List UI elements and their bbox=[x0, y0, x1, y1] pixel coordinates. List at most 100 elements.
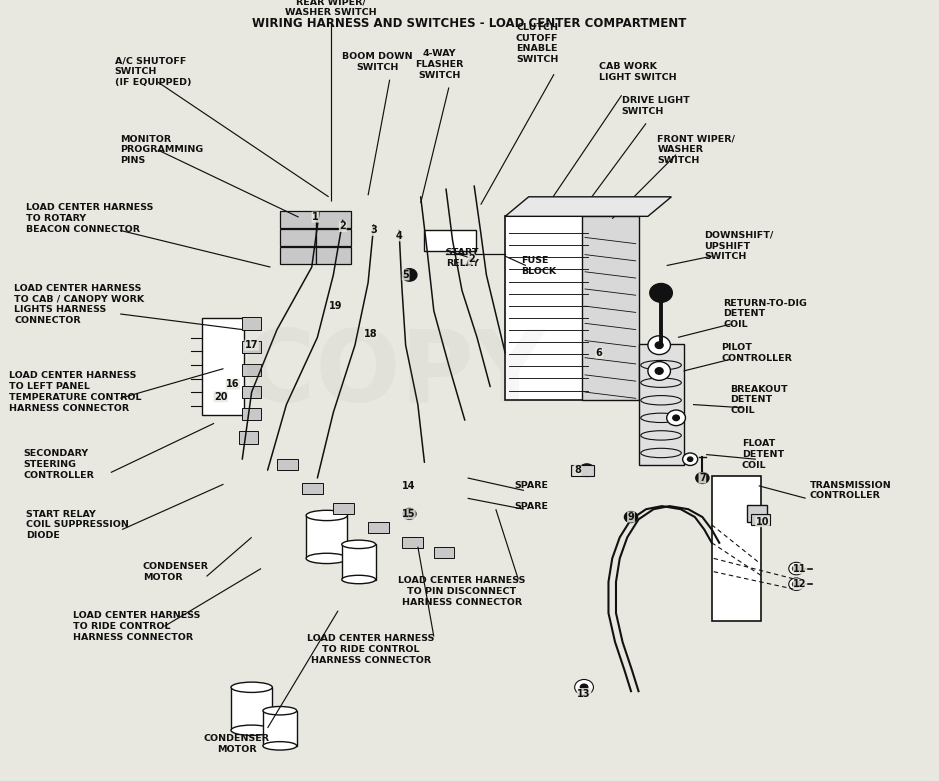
Bar bbox=[342, 544, 376, 580]
Bar bbox=[424, 230, 476, 251]
Ellipse shape bbox=[231, 725, 272, 736]
Text: CAB WORK
LIGHT SWITCH: CAB WORK LIGHT SWITCH bbox=[599, 62, 677, 82]
Bar bbox=[582, 216, 639, 400]
Ellipse shape bbox=[231, 682, 272, 693]
Circle shape bbox=[667, 410, 685, 426]
Circle shape bbox=[575, 679, 593, 695]
Bar bbox=[316, 229, 351, 246]
Text: 10: 10 bbox=[756, 517, 769, 526]
Text: BOOM DOWN
SWITCH: BOOM DOWN SWITCH bbox=[342, 52, 413, 72]
Ellipse shape bbox=[306, 510, 347, 521]
Circle shape bbox=[696, 473, 709, 483]
Text: REAR WIPER/
WASHER SWITCH: REAR WIPER/ WASHER SWITCH bbox=[285, 0, 377, 17]
Text: LOAD CENTER HARNESS
TO PIN DISCONNECT
HARNESS CONNECTOR: LOAD CENTER HARNESS TO PIN DISCONNECT HA… bbox=[398, 576, 526, 607]
Circle shape bbox=[650, 284, 672, 302]
Text: LOAD CENTER HARNESS
TO RIDE CONTROL
HARNESS CONNECTOR: LOAD CENTER HARNESS TO RIDE CONTROL HARN… bbox=[307, 634, 435, 665]
Text: DOWNSHIFT/
UPSHIFT
SWITCH: DOWNSHIFT/ UPSHIFT SWITCH bbox=[704, 230, 774, 262]
Text: 17: 17 bbox=[245, 341, 258, 350]
Ellipse shape bbox=[342, 540, 376, 548]
Circle shape bbox=[655, 368, 663, 374]
Ellipse shape bbox=[342, 576, 376, 583]
Bar bbox=[434, 547, 454, 558]
Bar bbox=[402, 537, 423, 548]
Text: LOAD CENTER HARNESS
TO LEFT PANEL
TEMPERATURE CONTROL
HARNESS CONNECTOR: LOAD CENTER HARNESS TO LEFT PANEL TEMPER… bbox=[9, 372, 142, 412]
Text: 18: 18 bbox=[364, 330, 377, 339]
Text: START RELAY
COIL SUPPRESSION
DIODE: START RELAY COIL SUPPRESSION DIODE bbox=[26, 509, 130, 540]
Text: SECONDARY
STEERING
CONTROLLER: SECONDARY STEERING CONTROLLER bbox=[23, 449, 94, 480]
Text: FRONT WIPER/
WASHER
SWITCH: FRONT WIPER/ WASHER SWITCH bbox=[657, 134, 735, 166]
Text: 8: 8 bbox=[574, 465, 581, 475]
Bar bbox=[242, 341, 261, 353]
Circle shape bbox=[648, 362, 670, 380]
Bar bbox=[280, 247, 316, 264]
Bar bbox=[639, 344, 684, 465]
Text: LOAD CENTER HARNESS
TO RIDE CONTROL
HARNESS CONNECTOR: LOAD CENTER HARNESS TO RIDE CONTROL HARN… bbox=[73, 611, 201, 642]
Text: 7: 7 bbox=[699, 473, 706, 483]
Bar bbox=[333, 503, 354, 514]
Bar bbox=[280, 211, 316, 228]
Circle shape bbox=[648, 336, 670, 355]
Text: SPARE: SPARE bbox=[515, 501, 548, 511]
Bar bbox=[242, 317, 261, 330]
Ellipse shape bbox=[263, 707, 297, 715]
Bar bbox=[747, 505, 767, 522]
Text: 15: 15 bbox=[402, 509, 415, 519]
Bar bbox=[571, 465, 594, 476]
Bar bbox=[242, 408, 261, 420]
Circle shape bbox=[402, 269, 417, 281]
Text: 9: 9 bbox=[627, 512, 635, 522]
Text: 6: 6 bbox=[595, 348, 603, 358]
Text: TRANSMISSION
CONTROLLER: TRANSMISSION CONTROLLER bbox=[809, 480, 891, 501]
Ellipse shape bbox=[306, 553, 347, 564]
Circle shape bbox=[789, 578, 804, 590]
Text: DRIVE LIGHT
SWITCH: DRIVE LIGHT SWITCH bbox=[622, 96, 689, 116]
Circle shape bbox=[624, 512, 638, 522]
Text: 19: 19 bbox=[330, 301, 343, 311]
Circle shape bbox=[793, 565, 800, 572]
Bar bbox=[263, 711, 297, 746]
Text: A/C SHUTOFF
SWITCH
(IF EQUIPPED): A/C SHUTOFF SWITCH (IF EQUIPPED) bbox=[115, 56, 191, 87]
Text: 11: 11 bbox=[793, 564, 807, 573]
Text: CLUTCH
CUTOFF
ENABLE
SWITCH: CLUTCH CUTOFF ENABLE SWITCH bbox=[516, 23, 559, 64]
Bar bbox=[231, 687, 272, 730]
Circle shape bbox=[683, 453, 698, 465]
Text: 13: 13 bbox=[577, 689, 591, 698]
Text: CONDENSER
MOTOR: CONDENSER MOTOR bbox=[143, 562, 208, 582]
Circle shape bbox=[789, 562, 804, 575]
Circle shape bbox=[687, 457, 693, 462]
Text: 14: 14 bbox=[402, 481, 415, 490]
Text: RETURN-TO-DIG
DETENT
COIL: RETURN-TO-DIG DETENT COIL bbox=[723, 298, 807, 330]
Bar bbox=[712, 476, 761, 621]
Bar bbox=[316, 211, 351, 228]
Text: SPARE: SPARE bbox=[515, 481, 548, 490]
Bar bbox=[302, 483, 323, 494]
Bar bbox=[239, 431, 258, 444]
Text: MONITOR
PROGRAMMING
PINS: MONITOR PROGRAMMING PINS bbox=[120, 134, 204, 166]
Text: CONDENSER
MOTOR: CONDENSER MOTOR bbox=[204, 734, 269, 754]
Bar bbox=[280, 229, 316, 246]
Circle shape bbox=[655, 342, 663, 348]
Bar bbox=[751, 514, 770, 525]
Bar bbox=[368, 522, 389, 533]
Text: BREAKOUT
DETENT
COIL: BREAKOUT DETENT COIL bbox=[731, 384, 788, 415]
Bar bbox=[242, 386, 261, 398]
Text: LOAD CENTER HARNESS
TO CAB / CANOPY WORK
LIGHTS HARNESS
CONNECTOR: LOAD CENTER HARNESS TO CAB / CANOPY WORK… bbox=[14, 284, 145, 325]
Circle shape bbox=[579, 464, 594, 476]
Bar bbox=[242, 364, 261, 376]
Circle shape bbox=[672, 415, 680, 420]
Circle shape bbox=[793, 581, 800, 587]
Text: 1: 1 bbox=[312, 212, 319, 222]
Text: LOAD CENTER HARNESS
TO ROTARY
BEACON CONNECTOR: LOAD CENTER HARNESS TO ROTARY BEACON CON… bbox=[26, 203, 154, 234]
Text: 3: 3 bbox=[370, 226, 377, 235]
Text: PILOT
CONTROLLER: PILOT CONTROLLER bbox=[721, 343, 792, 363]
Text: 4-WAY
FLASHER
SWITCH: 4-WAY FLASHER SWITCH bbox=[415, 49, 464, 80]
Bar bbox=[306, 515, 347, 558]
Polygon shape bbox=[505, 197, 671, 216]
Circle shape bbox=[580, 684, 588, 690]
Text: 2: 2 bbox=[339, 222, 346, 231]
Text: COPY: COPY bbox=[242, 326, 546, 423]
Bar bbox=[277, 459, 298, 470]
Text: FUSE
BLOCK: FUSE BLOCK bbox=[521, 256, 556, 276]
Text: 4: 4 bbox=[395, 231, 403, 241]
Text: 20: 20 bbox=[214, 392, 227, 401]
